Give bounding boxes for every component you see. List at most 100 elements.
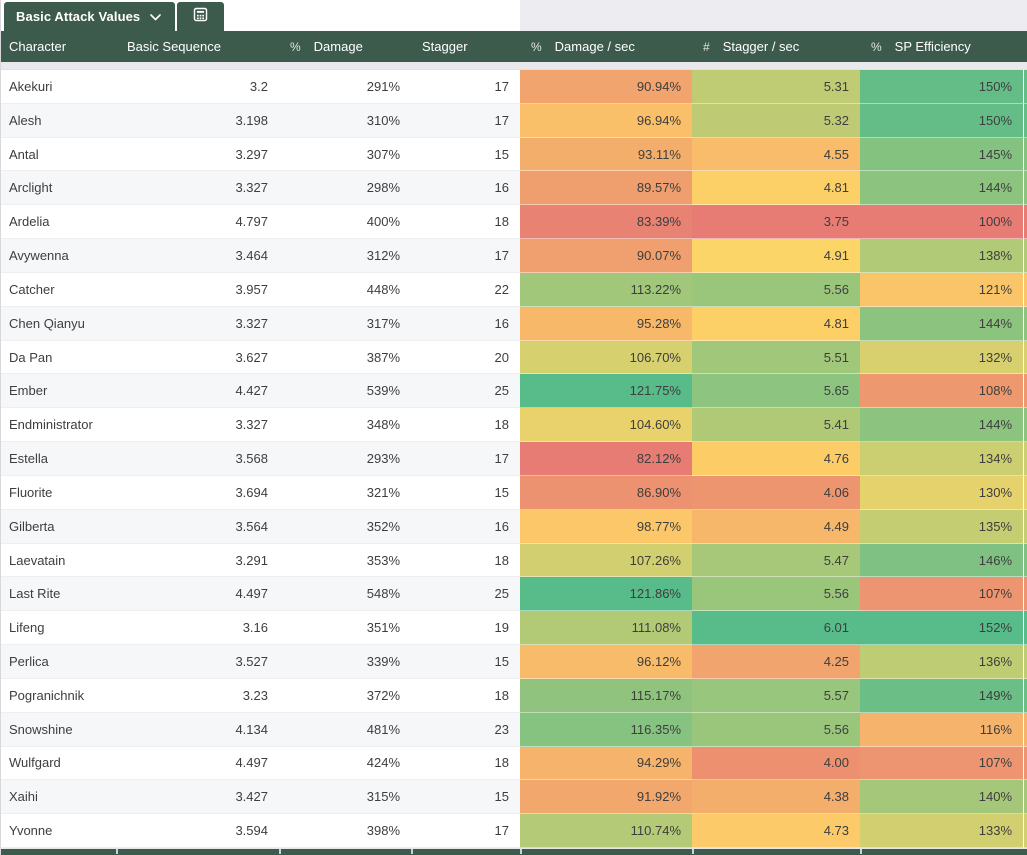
cell-damage[interactable]: 448% (279, 272, 411, 307)
cell-sp[interactable]: 132% (860, 340, 1023, 375)
cell-name[interactable]: Akekuri (1, 70, 116, 104)
cell-seq[interactable]: 4.427 (116, 374, 279, 409)
cell-sps[interactable]: 5.56 (692, 272, 860, 307)
cell-dps[interactable]: 83.39% (520, 205, 692, 240)
cell-name[interactable]: Catcher (1, 272, 116, 307)
cell-damage[interactable]: 424% (279, 746, 411, 781)
cell-sp[interactable]: 136% (860, 645, 1023, 679)
column-header-stagger-sec[interactable]: # Stagger / sec (692, 31, 860, 62)
cell-stagger[interactable]: 17 (411, 239, 520, 273)
cell-seq[interactable]: 4.134 (116, 712, 279, 747)
cell-stagger[interactable]: 22 (411, 272, 520, 307)
cell-name[interactable]: Laevatain (1, 543, 116, 578)
cell-stagger[interactable]: 25 (411, 577, 520, 612)
cell-sps[interactable]: 4.91 (692, 239, 860, 273)
cell-dps[interactable]: 90.94% (520, 70, 692, 104)
cell-damage[interactable]: 339% (279, 645, 411, 679)
cell-stagger[interactable]: 18 (411, 543, 520, 578)
cell-sp[interactable]: 152% (860, 611, 1023, 646)
cell-dps[interactable]: 91.92% (520, 780, 692, 815)
cell-seq[interactable]: 3.564 (116, 509, 279, 544)
column-header-damage[interactable]: % Damage (279, 31, 411, 62)
cell-seq[interactable]: 3.957 (116, 272, 279, 307)
cell-damage[interactable]: 317% (279, 306, 411, 341)
cell-damage[interactable]: 312% (279, 239, 411, 273)
cell-sps[interactable]: 3.75 (692, 205, 860, 240)
tab-basic-attack-values[interactable]: Basic Attack Values (4, 2, 176, 31)
cell-stagger[interactable]: 15 (411, 475, 520, 510)
cell-stagger[interactable]: 18 (411, 746, 520, 781)
cell-sps[interactable]: 5.65 (692, 374, 860, 409)
cell-damage[interactable]: 291% (279, 70, 411, 104)
cell-damage[interactable]: 293% (279, 442, 411, 476)
cell-dps[interactable]: 106.70% (520, 340, 692, 375)
cell-stagger[interactable]: 23 (411, 712, 520, 747)
cell-stagger[interactable]: 25 (411, 374, 520, 409)
cell-name[interactable]: Chen Qianyu (1, 306, 116, 341)
cell-name[interactable]: Snowshine (1, 712, 116, 747)
cell-sp[interactable]: 144% (860, 408, 1023, 443)
cell-stagger[interactable]: 15 (411, 780, 520, 815)
cell-seq[interactable]: 3.568 (116, 442, 279, 476)
cell-sp[interactable]: 107% (860, 577, 1023, 612)
cell-sp[interactable]: 130% (860, 475, 1023, 510)
cell-damage[interactable]: 539% (279, 374, 411, 409)
cell-sps[interactable]: 4.06 (692, 475, 860, 510)
cell-damage[interactable]: 351% (279, 611, 411, 646)
cell-sps[interactable]: 5.31 (692, 70, 860, 104)
cell-damage[interactable]: 348% (279, 408, 411, 443)
column-header-damage-sec[interactable]: % Damage / sec (520, 31, 692, 62)
cell-damage[interactable]: 321% (279, 475, 411, 510)
cell-sps[interactable]: 5.32 (692, 103, 860, 138)
cell-damage[interactable]: 400% (279, 205, 411, 240)
cell-sp[interactable]: 144% (860, 306, 1023, 341)
cell-damage[interactable]: 310% (279, 103, 411, 138)
cell-stagger[interactable]: 18 (411, 678, 520, 713)
cell-sps[interactable]: 5.51 (692, 340, 860, 375)
cell-sps[interactable]: 4.81 (692, 171, 860, 206)
cell-dps[interactable]: 121.75% (520, 374, 692, 409)
cell-seq[interactable]: 3.327 (116, 171, 279, 206)
cell-name[interactable]: Alesh (1, 103, 116, 138)
cell-seq[interactable]: 4.797 (116, 205, 279, 240)
cell-seq[interactable]: 3.198 (116, 103, 279, 138)
cell-seq[interactable]: 3.16 (116, 611, 279, 646)
cell-sp[interactable]: 150% (860, 70, 1023, 104)
cell-sps[interactable]: 4.00 (692, 746, 860, 781)
cell-damage[interactable]: 315% (279, 780, 411, 815)
cell-dps[interactable]: 104.60% (520, 408, 692, 443)
cell-name[interactable]: Xaihi (1, 780, 116, 815)
cell-seq[interactable]: 3.594 (116, 814, 279, 849)
cell-sps[interactable]: 5.47 (692, 543, 860, 578)
cell-sp[interactable]: 144% (860, 171, 1023, 206)
cell-sp[interactable]: 140% (860, 780, 1023, 815)
cell-damage[interactable]: 353% (279, 543, 411, 578)
cell-sps[interactable]: 4.25 (692, 645, 860, 679)
cell-dps[interactable]: 96.94% (520, 103, 692, 138)
cell-damage[interactable]: 481% (279, 712, 411, 747)
cell-seq[interactable]: 3.464 (116, 239, 279, 273)
cell-sp[interactable]: 149% (860, 678, 1023, 713)
cell-sp[interactable]: 138% (860, 239, 1023, 273)
cell-stagger[interactable]: 17 (411, 103, 520, 138)
cell-dps[interactable]: 110.74% (520, 814, 692, 849)
cell-name[interactable]: Lifeng (1, 611, 116, 646)
cell-sps[interactable]: 5.56 (692, 712, 860, 747)
cell-dps[interactable]: 86.90% (520, 475, 692, 510)
cell-sp[interactable]: 107% (860, 746, 1023, 781)
column-header-character[interactable]: Character (1, 31, 116, 62)
cell-dps[interactable]: 111.08% (520, 611, 692, 646)
cell-dps[interactable]: 115.17% (520, 678, 692, 713)
cell-seq[interactable]: 3.23 (116, 678, 279, 713)
cell-name[interactable]: Wulfgard (1, 746, 116, 781)
cell-name[interactable]: Fluorite (1, 475, 116, 510)
cell-seq[interactable]: 3.291 (116, 543, 279, 578)
cell-sps[interactable]: 5.57 (692, 678, 860, 713)
cell-name[interactable]: Pogranichnik (1, 678, 116, 713)
cell-sps[interactable]: 6.01 (692, 611, 860, 646)
column-header-sp-efficiency[interactable]: % SP Efficiency (860, 31, 1027, 62)
cell-stagger[interactable]: 15 (411, 137, 520, 172)
cell-sps[interactable]: 4.55 (692, 137, 860, 172)
cell-dps[interactable]: 82.12% (520, 442, 692, 476)
cell-seq[interactable]: 3.627 (116, 340, 279, 375)
